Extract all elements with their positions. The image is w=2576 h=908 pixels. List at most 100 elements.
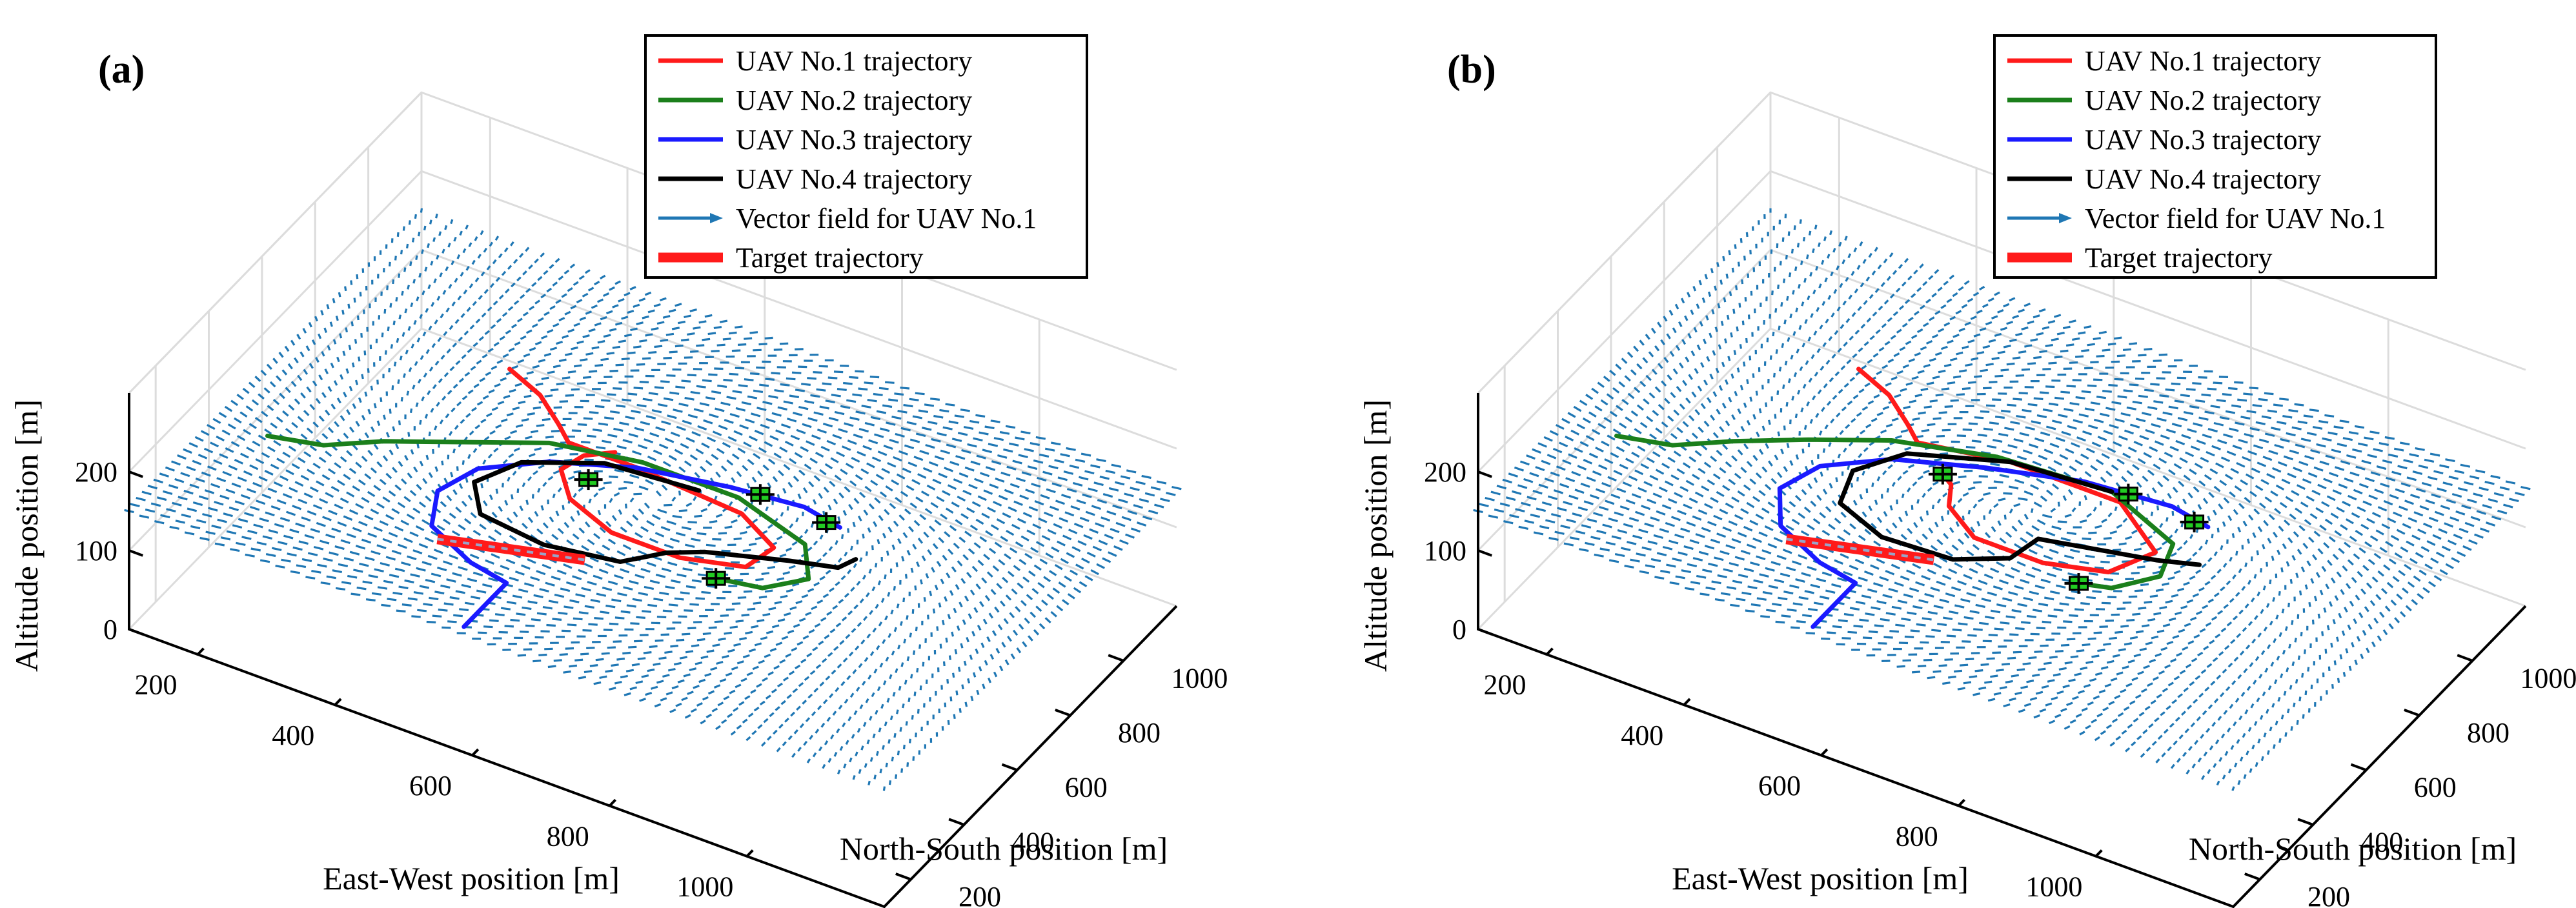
vector-arrow (1013, 500, 1023, 506)
vector-arrow (2278, 590, 2281, 596)
vector-arrow (2141, 412, 2152, 416)
vector-arrow (2027, 320, 2034, 325)
vector-arrow (718, 425, 728, 430)
vector-arrow (234, 500, 245, 505)
vector-arrow (1907, 528, 1913, 534)
vector-arrow (1988, 509, 1993, 514)
vector-arrow (2123, 706, 2130, 711)
vector-arrow (199, 536, 210, 541)
vector-arrow (2354, 425, 2365, 429)
vector-arrow (1771, 290, 1774, 296)
vector-arrow (723, 378, 733, 382)
vector-arrow (1891, 481, 1896, 487)
vector-arrow (859, 492, 866, 498)
vector-arrow (2397, 465, 2408, 470)
vector-arrow (1617, 529, 1628, 534)
vector-arrow (1639, 339, 1645, 346)
vector-arrow (558, 358, 567, 363)
vector-arrow (599, 675, 607, 679)
vector-arrow (2338, 547, 2345, 554)
vector-arrow (2003, 303, 2010, 308)
vector-arrow (2198, 587, 2205, 592)
vector-arrow (1903, 405, 1911, 410)
vector-arrow (748, 648, 756, 652)
vector-arrow (573, 470, 582, 474)
vector-arrow (2106, 660, 2115, 664)
vector-arrow (285, 387, 291, 393)
vector-arrow (482, 395, 489, 400)
vector-arrow (373, 526, 383, 532)
vector-arrow (699, 402, 710, 407)
vector-arrow (494, 613, 505, 616)
vector-arrow (1649, 433, 1658, 440)
vector-arrow (675, 385, 685, 389)
vector-arrow (2162, 582, 2170, 586)
vector-arrow (427, 390, 431, 396)
vector-arrow (1699, 592, 1710, 596)
vector-arrow (1798, 512, 1806, 519)
vector-arrow (678, 509, 687, 512)
vector-arrow (776, 747, 781, 752)
vector-arrow (1650, 327, 1656, 334)
vector-arrow (2327, 560, 2333, 567)
vector-arrow (467, 389, 474, 394)
vector-arrow (1652, 451, 1661, 458)
vector-arrow (756, 407, 767, 411)
vector-arrow (834, 474, 842, 481)
vector-arrow (200, 430, 210, 436)
vector-arrow (1851, 312, 1856, 318)
vector-arrow (443, 330, 448, 336)
vector-arrow (1871, 606, 1881, 610)
vector-arrow (1874, 288, 1880, 294)
vector-arrow (1844, 236, 1848, 241)
vector-arrow (838, 428, 848, 434)
vector-arrow (789, 394, 800, 399)
vector-arrow (809, 734, 814, 740)
vector-arrow (887, 461, 897, 468)
vector-arrow (571, 346, 578, 350)
vector-arrow (875, 603, 879, 609)
vector-arrow (1568, 494, 1579, 500)
vector-arrow (2291, 490, 2300, 496)
vector-arrow (1823, 236, 1827, 241)
vector-arrow (747, 459, 755, 465)
vector-arrow (224, 405, 233, 412)
vector-arrow (743, 441, 752, 448)
vector-arrow (1050, 505, 1059, 511)
vector-arrow (1832, 394, 1838, 400)
vector-arrow (377, 586, 388, 590)
vector-arrow (1768, 419, 1771, 425)
vector-arrow (2105, 407, 2116, 411)
vector-arrow (2038, 308, 2046, 313)
vector-arrow (971, 631, 976, 637)
vector-arrow (188, 442, 198, 448)
vector-arrow (2087, 637, 2096, 640)
vector-arrow (2180, 605, 2188, 610)
vector-arrow (1846, 359, 1852, 365)
vector-arrow (1814, 371, 1819, 377)
vector-arrow (2118, 648, 2126, 652)
vector-arrow (634, 574, 645, 579)
vector-arrow (869, 376, 880, 379)
vector-arrow (873, 669, 878, 674)
vector-arrow (338, 563, 349, 567)
vector-arrow (622, 544, 632, 550)
vector-arrow (963, 660, 967, 666)
vector-arrow (1758, 408, 1762, 414)
vector-arrow (741, 613, 750, 617)
vector-arrow (202, 512, 212, 518)
vector-arrow (766, 418, 776, 423)
vector-arrow (1028, 570, 1036, 577)
vector-arrow (1652, 410, 1659, 416)
vector-arrow (954, 414, 964, 418)
vector-arrow (2140, 541, 2147, 546)
vector-arrow (220, 536, 231, 541)
vector-arrow (2284, 520, 2291, 526)
vector-arrow (2009, 633, 2019, 636)
vector-arrow (525, 436, 532, 439)
vector-arrow (1947, 339, 1954, 344)
vector-arrow (1987, 591, 1998, 596)
vector-arrow (2083, 683, 2091, 689)
vector-arrow (2044, 596, 2054, 601)
vector-arrow (527, 516, 534, 523)
